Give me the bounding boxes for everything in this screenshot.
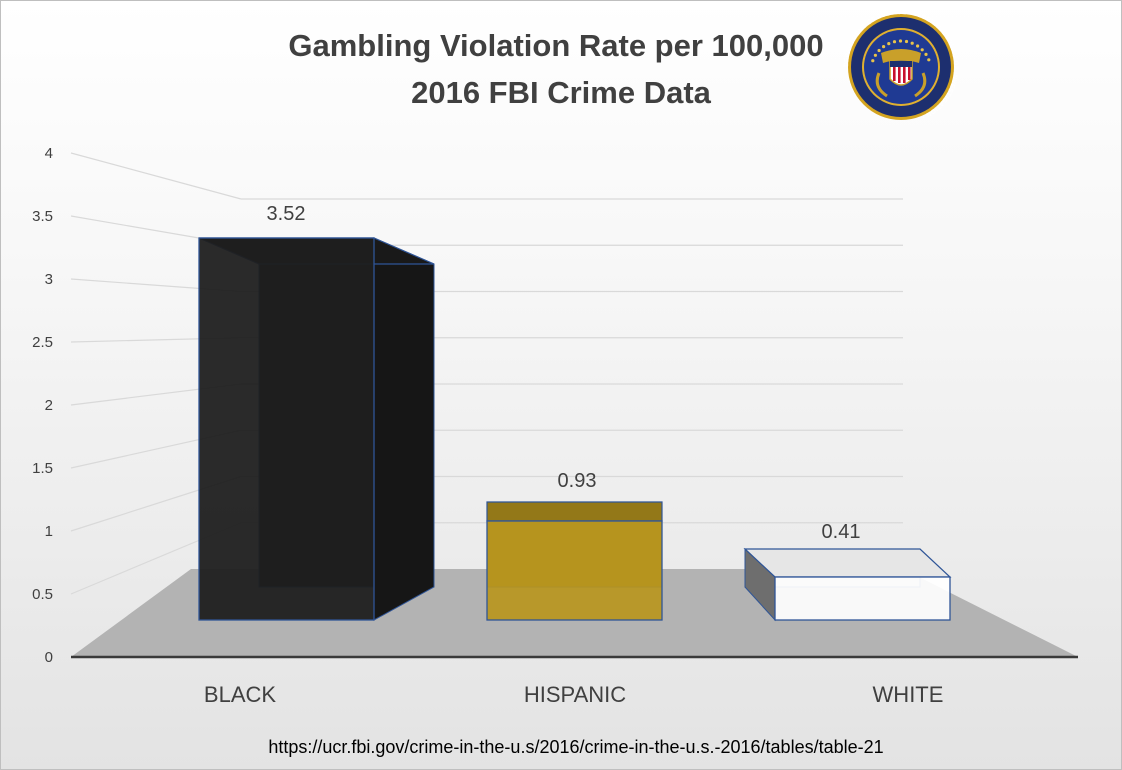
bar-side-face xyxy=(373,237,435,621)
y-tick-label: 2.5 xyxy=(32,334,53,351)
bar-front-face xyxy=(198,237,375,621)
bar-top-face xyxy=(743,548,952,578)
category-label-black: BLACK xyxy=(204,682,276,707)
y-tick-label: 1 xyxy=(45,523,53,540)
category-label-white: WHITE xyxy=(873,682,944,707)
bar-black xyxy=(198,237,435,621)
y-tick-label: 4 xyxy=(45,145,53,162)
seal-star xyxy=(877,48,881,53)
seal-star xyxy=(920,48,924,52)
seal-banner xyxy=(881,49,921,63)
title-line-2: 2016 FBI Crime Data xyxy=(411,75,712,110)
seal-star xyxy=(892,40,897,44)
bar-top-face xyxy=(486,501,663,522)
y-axis: 0 0.5 1 1.5 2 2.5 3 3.5 4 xyxy=(32,145,53,666)
bar-white xyxy=(743,547,952,622)
category-label-hispanic: HISPANIC xyxy=(524,682,626,707)
chart-title: Gambling Violation Rate per 100,000 2016… xyxy=(288,28,823,110)
bar-hispanic xyxy=(486,501,663,621)
bar-front-face xyxy=(774,576,951,621)
labels: 3.52 BLACK 0.93 HISPANIC 0.41 WHITE xyxy=(204,203,944,707)
seal-star xyxy=(871,59,875,63)
y-tick-label: 0.5 xyxy=(32,586,53,603)
y-tick-label: 3.5 xyxy=(32,208,53,225)
seal-star xyxy=(910,41,914,45)
source-url: https://ucr.fbi.gov/crime-in-the-u.s/201… xyxy=(268,737,883,757)
seal-laurel xyxy=(875,72,927,98)
y-tick-label: 2 xyxy=(45,397,53,414)
seal-star xyxy=(924,52,928,57)
seal-star xyxy=(887,42,891,46)
seal-star xyxy=(898,39,903,43)
seal-stars xyxy=(871,39,931,63)
seal-star xyxy=(916,44,920,48)
seal-star xyxy=(927,58,931,62)
bars xyxy=(198,237,952,622)
bar-front-face xyxy=(486,520,663,621)
seal-star xyxy=(904,39,909,44)
title-line-1: Gambling Violation Rate per 100,000 xyxy=(288,28,823,63)
y-tick-label: 3 xyxy=(45,271,53,288)
data-label-hispanic: 0.93 xyxy=(558,470,597,492)
fbi-seal-icon: DEPARTMENT OF JUSTICE • FEDERAL BUREAU O… xyxy=(843,9,959,121)
y-tick-label: 0 xyxy=(45,649,53,666)
seal-star xyxy=(873,53,878,57)
gridline-side xyxy=(70,152,242,200)
data-label-black: 3.52 xyxy=(267,203,306,225)
data-label-white: 0.41 xyxy=(822,521,861,543)
y-tick-label: 1.5 xyxy=(32,460,53,477)
seal-star xyxy=(882,45,886,49)
